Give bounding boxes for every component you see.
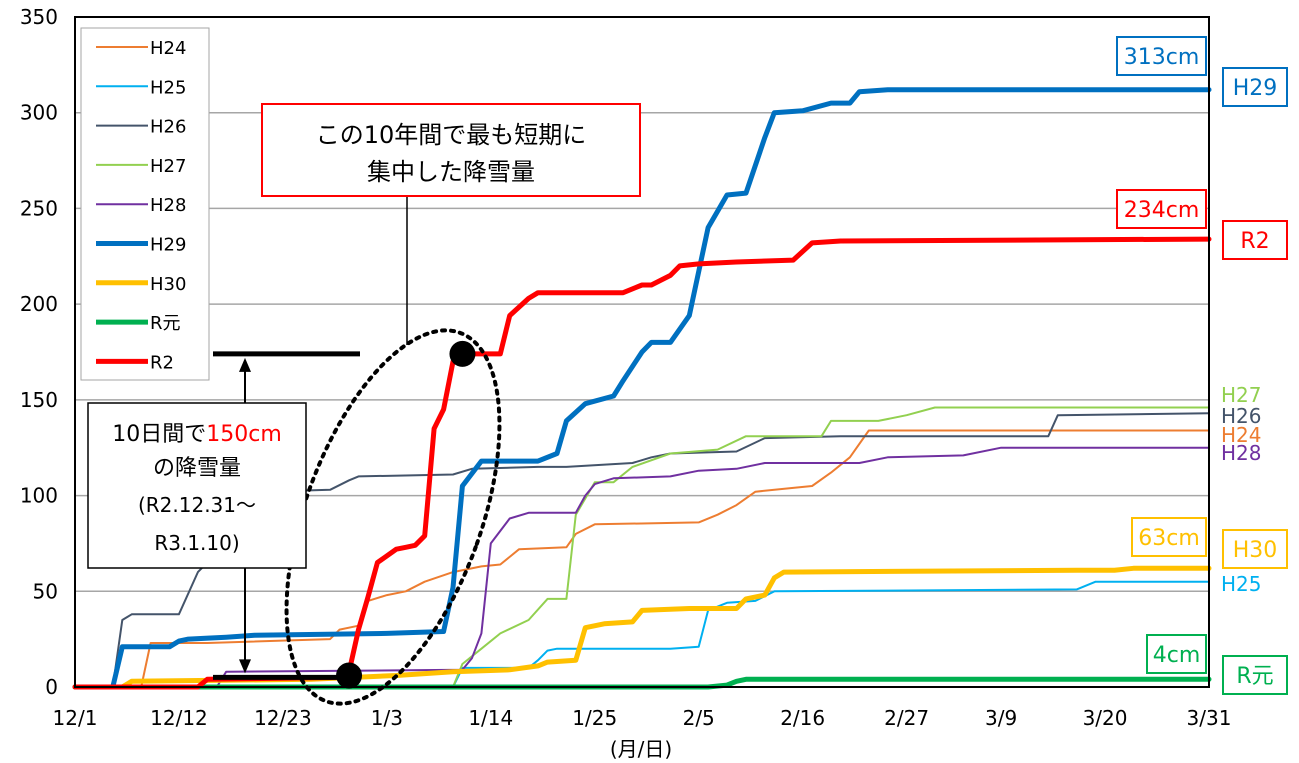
x-tick-label: 1/25	[572, 706, 617, 730]
info-box-prefix: 10日間で	[112, 422, 206, 447]
callout-line-2: 集中した降雪量	[367, 158, 535, 186]
value-labels: 313cm 234cm 63cm 4cm	[1116, 36, 1207, 674]
y-tick-label: 350	[20, 5, 58, 29]
y-axis-tick-labels: 0 50 100 150 200 250 300 350	[20, 5, 58, 699]
callout-line-1: この10年間で最も短期に	[316, 121, 587, 149]
arrow-head-up	[239, 357, 251, 372]
value-label: 313cm	[1124, 45, 1200, 70]
end-label: H26	[1221, 404, 1262, 428]
series-line-H27	[74, 406, 1210, 688]
plot-frame	[74, 16, 1210, 688]
series-line-H30	[72, 565, 1212, 690]
value-label: 63cm	[1138, 526, 1200, 551]
info-box-line-3: (R2.12.31～	[138, 493, 256, 517]
dot-start	[336, 662, 363, 689]
end-label: H28	[1221, 441, 1262, 465]
info-box-line-4: R3.1.10)	[154, 531, 239, 555]
x-tick-label: 2/27	[884, 706, 929, 730]
info-box-line-1: 10日間で150cm	[112, 422, 282, 447]
end-label: H30	[1233, 538, 1278, 563]
y-tick-label: 300	[20, 101, 58, 125]
x-tick-label: 3/9	[985, 706, 1017, 730]
legend-label: H30	[150, 274, 186, 295]
value-label-box	[1116, 189, 1207, 229]
legend-label: R2	[150, 352, 174, 373]
info-box	[87, 402, 307, 569]
x-tick-label: 2/5	[683, 706, 715, 730]
value-label: 4cm	[1153, 643, 1201, 668]
end-label-box	[1222, 220, 1288, 260]
legend-label: H25	[150, 77, 186, 98]
end-label: H29	[1233, 76, 1278, 101]
end-label-box	[1222, 67, 1288, 107]
y-tick-label: 200	[20, 292, 58, 316]
end-label-box	[1222, 529, 1288, 569]
legend-label: H28	[150, 195, 186, 216]
end-label: H27	[1221, 383, 1262, 407]
value-label-box	[1146, 634, 1207, 674]
legend-label: H27	[150, 156, 186, 177]
series-line-H29	[72, 87, 1212, 690]
info-box-line-2: の降雪量	[153, 456, 241, 481]
y-tick-label: 250	[20, 196, 58, 220]
y-tick-label: 150	[20, 388, 58, 412]
end-label-box	[1222, 655, 1288, 695]
series-line-H24	[74, 429, 1210, 688]
value-label-box	[1116, 36, 1207, 76]
info-box-highlight: 150cm	[206, 422, 282, 447]
end-label: R元	[1236, 664, 1273, 689]
x-tick-label: 1/14	[468, 706, 513, 730]
x-tick-label: 3/31	[1187, 706, 1232, 730]
value-label: 234cm	[1124, 198, 1200, 223]
x-tick-label: 12/12	[150, 706, 208, 730]
y-tick-label: 0	[45, 675, 58, 699]
arrow-head-down	[239, 659, 251, 674]
x-axis-tick-labels: 12/1 12/12 12/23 1/3 1/14 1/25 2/5 2/16 2/27 3/9 3…	[53, 706, 1232, 730]
legend-label: H26	[150, 117, 186, 138]
y-tick-label: 50	[33, 579, 58, 603]
x-tick-label: 1/3	[371, 706, 403, 730]
legend: H24 H25 H26 H27 H28 H29 H30 R元 R2	[80, 27, 210, 381]
end-label: H25	[1221, 572, 1262, 596]
end-label: R2	[1240, 229, 1269, 254]
annotations: この10年間で最も短期に 集中した降雪量 10日間で150cm の降雪量 (R2…	[87, 103, 641, 706]
legend-label: H24	[150, 38, 186, 59]
dotted-ellipse	[284, 328, 502, 706]
series-line-H26	[74, 412, 1210, 688]
x-tick-label: 12/1	[53, 706, 98, 730]
callout-box	[261, 103, 641, 197]
series-line-H28	[74, 446, 1210, 688]
dot-end	[449, 340, 476, 367]
legend-label: R元	[150, 313, 181, 334]
x-tick-label: 2/16	[780, 706, 825, 730]
x-axis-label: (月/日)	[610, 737, 672, 761]
x-tick-label: 3/20	[1083, 706, 1128, 730]
end-label: H24	[1221, 423, 1262, 447]
value-label-box	[1131, 517, 1207, 557]
y-tick-label: 100	[20, 484, 58, 508]
x-tick-label: 12/23	[254, 706, 312, 730]
legend-label: H29	[150, 235, 186, 256]
